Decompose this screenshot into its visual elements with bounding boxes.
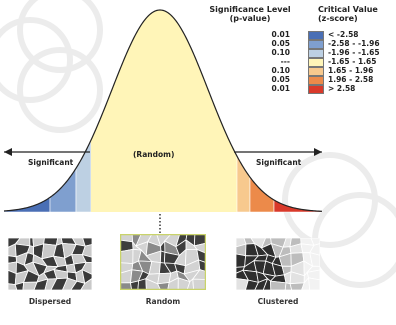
map-cell [177, 277, 191, 290]
map-cell [145, 278, 162, 290]
curve-band [273, 199, 323, 213]
map-cell [44, 278, 58, 290]
map-cell [193, 242, 206, 254]
curve-outline [3, 9, 323, 212]
pvalue-text: 0.10 [271, 66, 290, 75]
random-label: Random [145, 297, 181, 306]
map-cell [22, 281, 38, 290]
map-cell [308, 277, 320, 290]
map-cell [193, 234, 206, 247]
legend-row: 0.10 -1.96 - -1.65 [250, 48, 396, 58]
map-cell [192, 269, 206, 280]
legend-swatch [308, 67, 324, 76]
map-cell [262, 278, 272, 290]
map-cell [309, 252, 320, 267]
zscore-text: -1.96 - -1.65 [328, 48, 380, 57]
pvalue-text: 0.10 [271, 48, 290, 57]
map-cell [306, 265, 320, 274]
map-cell [236, 253, 247, 268]
pvalue-text: 0.05 [271, 39, 290, 48]
legend-row: 0.01 > 2.58 [250, 84, 396, 94]
significant-right-label: Significant [256, 158, 302, 167]
dispersed-map [8, 238, 92, 290]
pvalue-text: 0.01 [271, 84, 290, 93]
map-cell [14, 281, 25, 290]
clustered-map [236, 238, 320, 290]
curve-band [75, 139, 92, 213]
map-cell [120, 282, 133, 290]
zscore-text: 1.65 - 1.96 [328, 66, 374, 75]
map-cell [81, 253, 92, 264]
pvalue-header: Significance Level (p-value) [205, 5, 295, 23]
map-cell [310, 238, 320, 246]
pvalue-text: --- [280, 57, 290, 66]
legend-row: 0.01 < -2.58 [250, 30, 396, 40]
map-cell [62, 277, 78, 290]
zscore-text: 1.96 - 2.58 [328, 75, 374, 84]
legend-swatch [308, 76, 324, 85]
legend-swatch [308, 58, 324, 67]
legend-row: 0.05 -2.58 - -1.96 [250, 39, 396, 49]
left-arrow [4, 148, 90, 156]
map-cell [198, 259, 206, 272]
zscore-header-line2: (z-score) [318, 14, 358, 23]
legend-swatch [308, 85, 324, 94]
zscore-header-line1: Critical Value [318, 5, 378, 14]
map-cell [245, 279, 259, 290]
map-cell [81, 261, 92, 275]
map-cell [289, 282, 305, 290]
significant-left-label: Significant [28, 158, 74, 167]
dispersed-label: Dispersed [28, 297, 72, 306]
map-cell [196, 248, 206, 264]
legend-swatch [308, 31, 324, 40]
legend-swatch [308, 49, 324, 58]
map-cell [8, 283, 18, 290]
map-cell [120, 248, 134, 265]
pvalue-text: 0.05 [271, 75, 290, 84]
map-cell [70, 280, 86, 290]
map-cell [137, 278, 147, 290]
map-cell [80, 278, 92, 290]
curve-band [236, 156, 251, 213]
map-cell [130, 280, 140, 290]
pvalue-header-line1: Significance Level [209, 5, 291, 14]
map-cell [167, 277, 179, 290]
map-cell [81, 244, 92, 258]
legend-swatch [308, 40, 324, 49]
pvalue-header-line2: (p-value) [229, 14, 271, 23]
map-cell [82, 238, 92, 247]
zscore-header: Critical Value (z-score) [318, 5, 396, 23]
clustered-label: Clustered [257, 297, 299, 306]
map-cell [270, 280, 287, 290]
zscore-text: -2.58 - -1.96 [328, 39, 380, 48]
zscore-text: > 2.58 [328, 84, 356, 93]
map-cell [236, 278, 249, 290]
map-frame [120, 234, 206, 290]
curve-band [91, 10, 237, 212]
map-cell [192, 278, 206, 290]
map-cell [33, 278, 49, 290]
random-region-label: (Random) [133, 150, 175, 159]
map-cell [306, 269, 320, 281]
zscore-text: < -2.58 [328, 30, 359, 39]
random-map [120, 234, 206, 290]
map-cell [301, 276, 311, 290]
right-arrow [234, 148, 322, 156]
pvalue-text: 0.01 [271, 30, 290, 39]
legend-row: 0.10 1.65 - 1.96 [250, 66, 396, 76]
map-cell [157, 282, 170, 290]
map-cell [186, 278, 195, 290]
legend-row: --- -1.65 - 1.65 [250, 57, 396, 67]
zscore-text: -1.65 - 1.65 [328, 57, 377, 66]
legend-row: 0.05 1.96 - 2.58 [250, 75, 396, 85]
map-cell [309, 243, 320, 256]
